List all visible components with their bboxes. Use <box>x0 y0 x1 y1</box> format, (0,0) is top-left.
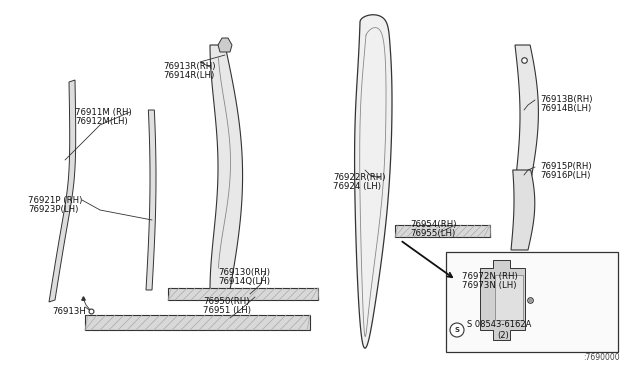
Polygon shape <box>210 45 243 290</box>
Text: 76973N (LH): 76973N (LH) <box>462 281 516 290</box>
Text: 76924 (LH): 76924 (LH) <box>333 182 381 191</box>
Polygon shape <box>515 45 538 185</box>
Text: 76914R(LH): 76914R(LH) <box>163 71 214 80</box>
Text: 76951 (LH): 76951 (LH) <box>203 306 251 315</box>
Text: 76921P (RH): 76921P (RH) <box>28 196 83 205</box>
Polygon shape <box>511 170 535 250</box>
Polygon shape <box>168 288 318 300</box>
Polygon shape <box>49 80 76 302</box>
Polygon shape <box>395 225 490 237</box>
Polygon shape <box>146 110 156 290</box>
Text: 76950(RH): 76950(RH) <box>203 297 250 306</box>
Polygon shape <box>218 38 232 52</box>
Text: (2): (2) <box>497 331 509 340</box>
Text: 76916P(LH): 76916P(LH) <box>540 171 590 180</box>
Polygon shape <box>355 15 392 348</box>
Polygon shape <box>480 260 525 340</box>
Text: 76972N (RH): 76972N (RH) <box>462 272 518 281</box>
FancyBboxPatch shape <box>446 252 618 352</box>
Circle shape <box>450 323 464 337</box>
Text: S: S <box>454 327 460 333</box>
Text: 76923P(LH): 76923P(LH) <box>28 205 78 214</box>
Text: 76914Q(LH): 76914Q(LH) <box>218 277 270 286</box>
Text: :7690000: :7690000 <box>584 353 620 362</box>
FancyBboxPatch shape <box>495 275 523 320</box>
Text: 76911M (RH): 76911M (RH) <box>75 108 132 117</box>
Text: 76914B(LH): 76914B(LH) <box>540 104 591 113</box>
Text: 76915P(RH): 76915P(RH) <box>540 162 591 171</box>
Text: 76913H: 76913H <box>52 307 86 316</box>
Polygon shape <box>85 315 310 330</box>
Text: 76913B(RH): 76913B(RH) <box>540 95 593 104</box>
Text: 76954(RH): 76954(RH) <box>410 220 456 229</box>
Text: 76955(LH): 76955(LH) <box>410 229 455 238</box>
Text: 769130(RH): 769130(RH) <box>218 268 270 277</box>
Text: 76913R(RH): 76913R(RH) <box>163 62 216 71</box>
Text: 76922R(RH): 76922R(RH) <box>333 173 385 182</box>
Text: S 08543-6162A: S 08543-6162A <box>467 320 531 329</box>
Text: 76912M(LH): 76912M(LH) <box>75 117 128 126</box>
